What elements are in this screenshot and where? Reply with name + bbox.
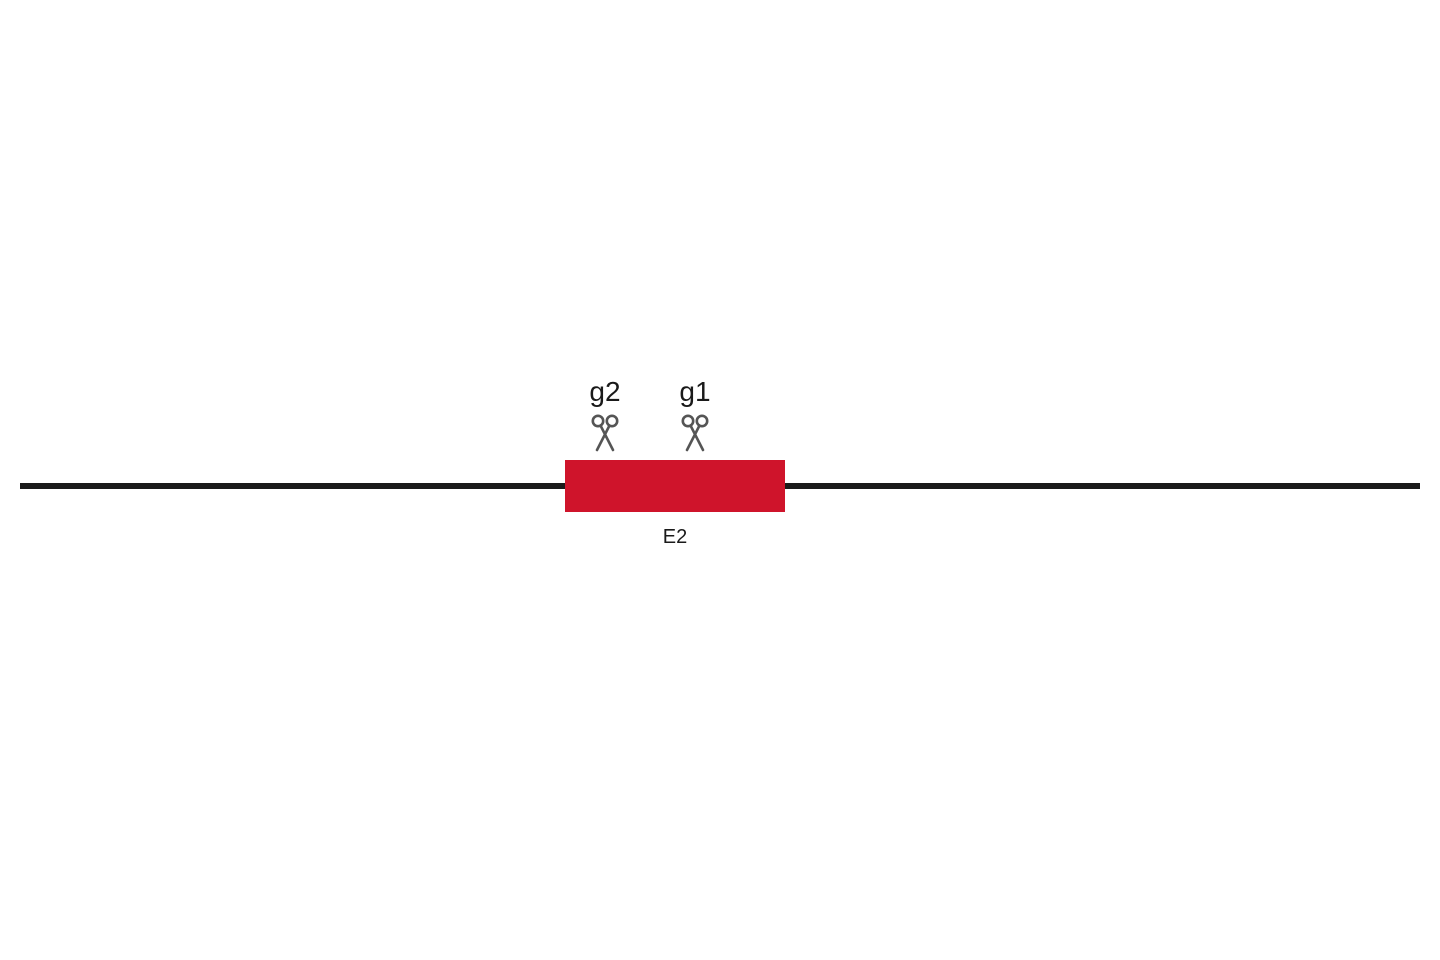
exon-label: E2: [565, 526, 785, 549]
gene-diagram: E2 g2 g1: [0, 0, 1440, 960]
genome-line-right: [785, 483, 1420, 489]
exon-box: [565, 460, 785, 512]
scissors-icon: [679, 414, 711, 452]
guide-label-g1: g1: [655, 376, 735, 408]
scissors-icon: [589, 414, 621, 452]
guide-label-g2: g2: [565, 376, 645, 408]
genome-line-left: [20, 483, 565, 489]
